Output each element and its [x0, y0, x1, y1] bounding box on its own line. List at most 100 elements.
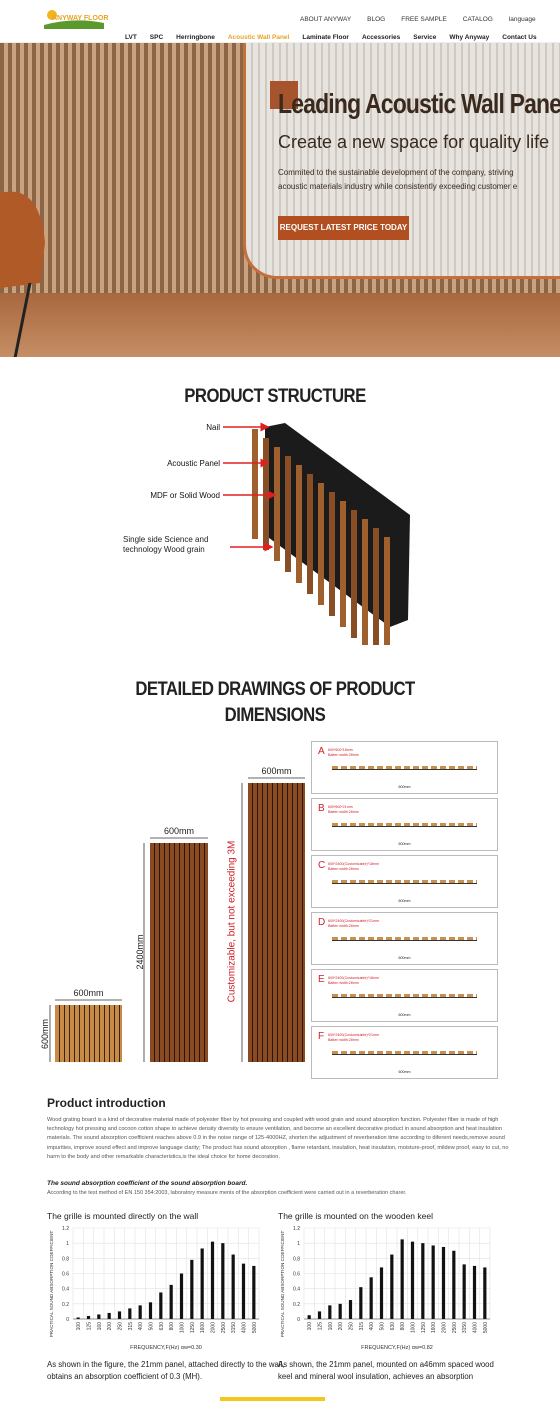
detail-drawing: C 600*2400(Customizable)*18mm Batten width…	[311, 855, 498, 908]
detail-width: 600mm	[398, 956, 411, 960]
detail-width: 600mm	[398, 1070, 411, 1074]
nav-link[interactable]: Why Anyway	[449, 34, 490, 41]
y-tick-label: 0	[66, 1317, 69, 1323]
width-label: 600mm	[261, 766, 292, 776]
bar	[241, 1263, 246, 1319]
bar	[307, 1315, 311, 1319]
x-tick-label: 2500	[221, 1322, 227, 1333]
nav-link[interactable]: SPC	[149, 34, 164, 41]
x-tick-label: 200	[107, 1322, 113, 1331]
bar	[328, 1305, 332, 1319]
detail-letter: D	[318, 917, 326, 928]
top-nav-link[interactable]: BLOG	[367, 16, 386, 23]
logo-text[interactable]: ANYWAY FLOOR	[52, 15, 109, 22]
x-tick-label: 1000	[180, 1322, 186, 1333]
nav-link[interactable]: Laminate Floor	[302, 34, 349, 41]
floor	[0, 293, 560, 357]
top-nav-link[interactable]: language	[508, 16, 536, 23]
detail-drawing: E 600*2400(Customizable)*18mm Batten width…	[311, 969, 498, 1022]
top-nav-link[interactable]: ABOUT ANYWAY	[300, 16, 352, 23]
nav-link[interactable]: Service	[413, 34, 437, 41]
x-tick-label: 1600	[431, 1322, 437, 1333]
logo-icon	[44, 10, 104, 29]
top-nav: ABOUT ANYWAY BLOG FREE SAMPLE CATALOG langua…	[300, 8, 552, 26]
height-label: Customizable, but not exceeding 3M	[226, 840, 238, 1003]
bar	[462, 1264, 466, 1319]
intro-subtext: According to the test method of EN 150 3…	[47, 1190, 407, 1196]
detail-board	[332, 823, 477, 827]
header: ANYWAY FLOOR ABOUT ANYWAY BLOG FREE SAMPLE…	[0, 0, 560, 43]
x-tick-label: 1250	[421, 1322, 427, 1333]
y-tick-label: 0.2	[293, 1302, 300, 1308]
detail-spec: 600*600*18mm	[328, 748, 353, 752]
bar	[421, 1243, 425, 1319]
nav-link[interactable]: Accessories	[361, 34, 401, 41]
x-axis-label: FREQUENCY,F(Hz) αw=0.30	[130, 1345, 202, 1351]
detail-drawing: F 600*2400(Customizable)*21mm Batten width…	[311, 1026, 498, 1079]
x-tick-label: 100	[76, 1322, 82, 1331]
slat	[252, 429, 258, 539]
slat	[274, 447, 280, 561]
detail-drawing: A 600*600*18mm Batten width:28mm 600mm	[311, 741, 498, 794]
panel-frame	[243, 43, 560, 279]
x-tick-label: 100	[307, 1322, 313, 1331]
bar	[138, 1305, 142, 1319]
top-nav-link[interactable]: FREE SAMPLE	[401, 16, 447, 23]
hero: Leading Acoustic Wall Panel Create a new…	[0, 43, 560, 357]
detail-letter: E	[318, 974, 325, 985]
nav-link[interactable]: Herringbone	[176, 34, 215, 41]
chart-title: The grille is mounted directly on the wa…	[47, 1211, 199, 1221]
detail-board	[332, 1051, 477, 1055]
cta-button[interactable]: REQUEST LATEST PRICE TODAY	[278, 216, 409, 240]
hero-title: Leading Acoustic Wall Panel	[278, 88, 560, 119]
y-tick-label: 1	[297, 1241, 300, 1247]
slat	[373, 528, 379, 645]
x-tick-label: 400	[369, 1322, 375, 1331]
x-tick-label: 250	[349, 1322, 355, 1331]
detail-board	[332, 880, 477, 884]
width-label: 600mm	[73, 988, 104, 998]
nav-link[interactable]: LVT	[125, 34, 137, 41]
slat	[340, 501, 346, 627]
chart: 0 0.2 0.4 0.6 0.8 1 1.2 100 125 160 200 250 315 400 50…	[280, 1226, 491, 1351]
x-tick-label: 5000	[252, 1322, 258, 1333]
structure-diagram	[223, 422, 410, 645]
detail-width: 600mm	[398, 842, 411, 846]
nav-link[interactable]: Contact Us	[502, 34, 537, 41]
slat	[384, 537, 390, 645]
bar	[221, 1243, 225, 1319]
detail-letter: B	[318, 803, 325, 814]
y-tick-label: 0.4	[62, 1287, 69, 1293]
slat	[351, 510, 357, 638]
detail-batten: Batten width:28mm	[328, 924, 359, 928]
bar	[148, 1302, 153, 1319]
hero-text: Commited to the sustainable development …	[278, 168, 514, 177]
bar	[441, 1246, 446, 1319]
y-tick-label: 0.6	[62, 1272, 69, 1278]
x-tick-label: 250	[118, 1322, 124, 1331]
top-nav-link[interactable]: CATALOG	[462, 16, 493, 23]
y-axis-label: PRACTICAL SOUND ABSORPTION COEFFICIENT	[49, 1231, 54, 1338]
main-nav: LVT SPC Herringbone Acoustic Wall Panel Lami…	[125, 26, 550, 44]
x-tick-label: 2500	[452, 1322, 458, 1333]
height-label: 600mm	[40, 1019, 50, 1050]
y-tick-label: 0.8	[293, 1256, 300, 1262]
section-title: DETAILED DRAWINGS OF PRODUCT	[135, 679, 415, 700]
chart-caption: As shown, the 21mm panel, mounted on a46…	[278, 1360, 494, 1381]
x-tick-label: 1250	[190, 1322, 196, 1333]
x-tick-label: 400	[138, 1322, 144, 1331]
detail-board	[332, 937, 477, 941]
structure-label: Acoustic Panel	[167, 459, 220, 468]
x-tick-label: 3150	[462, 1322, 468, 1333]
detail-batten: Batten width:28mm	[328, 867, 359, 871]
bar	[97, 1314, 101, 1319]
detail-letter: C	[318, 860, 326, 871]
bar	[200, 1248, 204, 1319]
bar	[210, 1241, 215, 1319]
chart-caption: As shown in the figure, the 21mm panel, …	[47, 1360, 285, 1381]
intro-subtitle: The sound absorption coefficient of the …	[47, 1180, 248, 1187]
nav-link[interactable]: Acoustic Wall Panel	[227, 34, 290, 41]
detail-spec: 600*2400(Customizable)*21mm	[328, 1033, 379, 1037]
slat	[318, 483, 324, 605]
